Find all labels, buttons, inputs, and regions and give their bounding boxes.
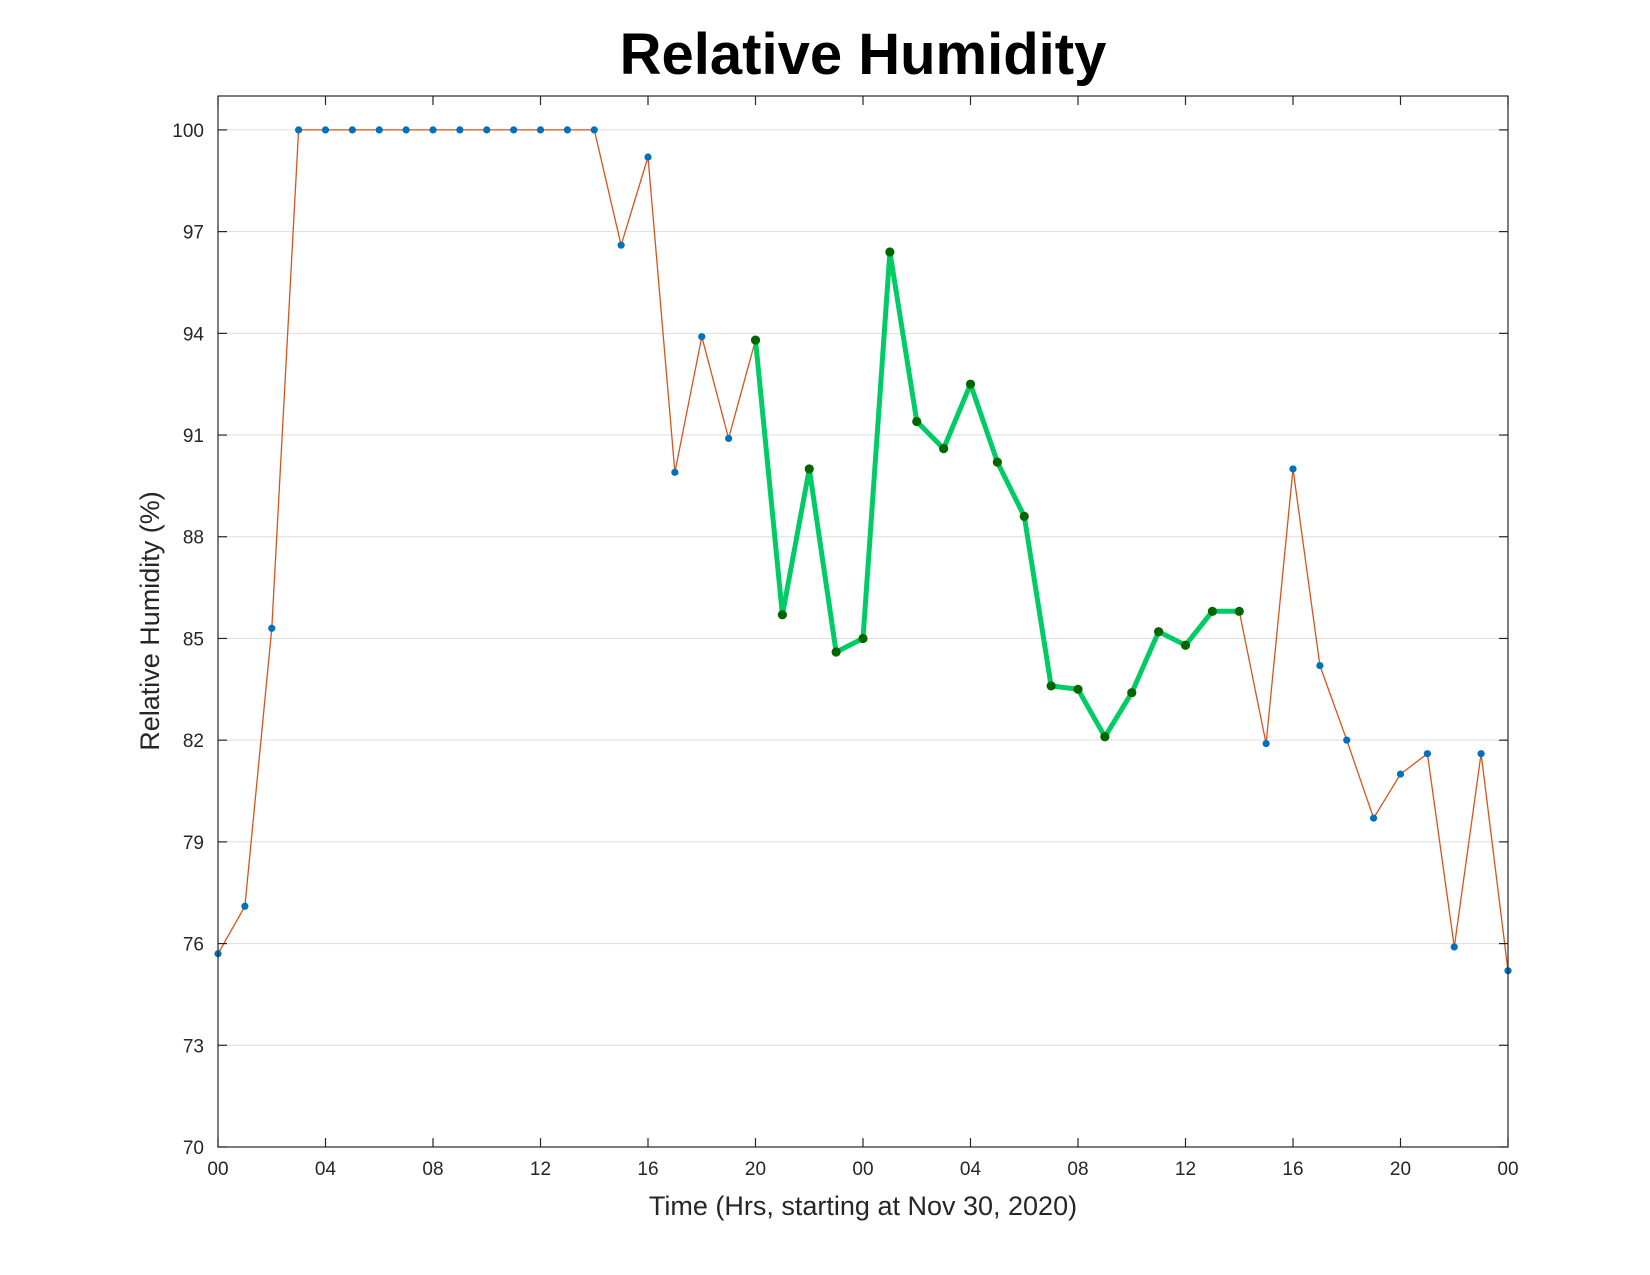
highlight-data-point: [992, 457, 1002, 467]
data-point: [1396, 770, 1405, 778]
y-tick-label: 85: [183, 629, 204, 650]
data-point: [1343, 736, 1351, 744]
x-tick-label: 04: [315, 1159, 337, 1180]
x-tick-label: 00: [207, 1159, 228, 1180]
x-axis-label: Time (Hrs, starting at Nov 30, 2020): [649, 1191, 1077, 1221]
data-point: [1316, 661, 1324, 670]
y-tick-label: 97: [183, 223, 204, 244]
highlight-data-point: [1127, 688, 1137, 698]
data-point: [241, 902, 249, 910]
data-point: [1262, 739, 1270, 748]
x-tick-label: 08: [422, 1159, 443, 1180]
data-point: [402, 126, 410, 134]
highlight-data-point: [1019, 511, 1029, 521]
x-tick-label: 08: [1067, 1159, 1088, 1180]
data-series: [214, 126, 1512, 975]
data-point: [483, 126, 491, 134]
data-point: [671, 468, 679, 476]
highlight-data-point: [858, 633, 868, 644]
x-tick-label: 16: [637, 1159, 658, 1180]
highlight-data-point: [965, 379, 976, 389]
data-point: [698, 333, 706, 341]
data-point: [590, 126, 598, 134]
y-tick-label: 70: [183, 1138, 204, 1159]
data-point: [429, 126, 437, 134]
highlight-data-point: [1234, 606, 1244, 616]
x-tick-label: 00: [1497, 1159, 1518, 1180]
highlight-data-point: [777, 610, 787, 620]
data-point: [348, 126, 356, 134]
humidity-series-line: [217, 129, 1509, 971]
x-tick-label: 16: [1282, 1159, 1303, 1180]
highlight-data-point: [804, 464, 814, 474]
data-point: [725, 434, 733, 443]
chart-title: Relative Humidity: [620, 22, 1107, 87]
highlight-data-point: [1046, 681, 1056, 691]
x-tick-label: 20: [1390, 1159, 1411, 1180]
data-point: [644, 153, 652, 161]
data-point: [1450, 943, 1458, 951]
highlight-data-point: [939, 443, 949, 454]
highlight-data-point: [912, 416, 922, 427]
data-point: [563, 126, 571, 134]
y-tick-label: 94: [183, 324, 205, 345]
highlight-data-point: [1207, 606, 1217, 616]
y-tick-label: 73: [183, 1036, 204, 1057]
data-point: [510, 126, 518, 134]
x-tick-label: 20: [745, 1159, 766, 1180]
data-point: [1423, 750, 1431, 758]
x-tick-label: 04: [960, 1159, 982, 1180]
y-tick-label: 82: [183, 731, 204, 752]
highlight-data-point: [1154, 627, 1164, 637]
data-point: [1289, 465, 1297, 473]
highlight-data-point: [1073, 684, 1083, 694]
y-tick-label: 76: [183, 935, 204, 956]
data-point: [536, 126, 545, 134]
y-axis-label: Relative Humidity (%): [135, 491, 165, 751]
highlight-data-point: [750, 335, 761, 345]
highlight-data-point: [1100, 732, 1110, 742]
highlight-data-point: [1180, 640, 1191, 650]
axis-ticks: 70 73 76 79 82 85 88 91 94 97 100 00 04 08 12 16 20 00 04 0…: [172, 96, 1519, 1180]
x-tick-label: 12: [530, 1159, 551, 1180]
highlight-data-point: [885, 247, 895, 257]
highlight-data-point: [831, 647, 841, 657]
y-tick-label: 91: [183, 426, 204, 447]
data-point: [321, 126, 330, 134]
data-point: [295, 126, 303, 134]
y-tick-label: 100: [172, 121, 204, 142]
y-tick-label: 88: [183, 528, 204, 549]
data-point: [456, 126, 464, 134]
data-point: [1477, 750, 1485, 758]
x-tick-label: 00: [852, 1159, 873, 1180]
highlight-series-line: [753, 249, 1240, 740]
x-tick-label: 12: [1175, 1159, 1196, 1180]
data-point: [617, 241, 625, 249]
data-point: [1370, 814, 1378, 822]
y-tick-label: 79: [183, 833, 204, 854]
data-point: [268, 624, 276, 632]
data-point: [375, 126, 383, 134]
